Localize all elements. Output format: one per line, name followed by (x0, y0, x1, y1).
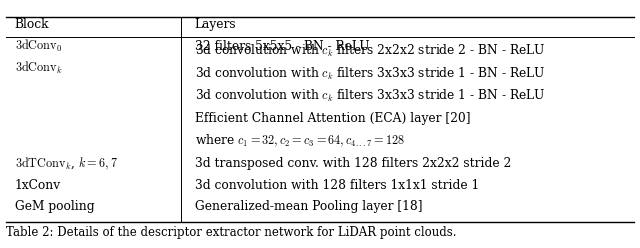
Text: 3d convolution with $c_{k}$ filters 3x3x3 stride 1 - BN - ReLU: 3d convolution with $c_{k}$ filters 3x3x… (195, 88, 545, 104)
Text: $\mathrm{3dTConv}_{k}$, $k = 6, 7$: $\mathrm{3dTConv}_{k}$, $k = 6, 7$ (15, 155, 118, 172)
Text: $\mathrm{3dConv}_{k}$: $\mathrm{3dConv}_{k}$ (15, 60, 63, 76)
Text: Block: Block (15, 18, 49, 31)
Text: 3d convolution with $c_{k}$ filters 2x2x2 stride 2 - BN - ReLU: 3d convolution with $c_{k}$ filters 2x2x… (195, 43, 545, 59)
Text: 3d convolution with $c_{k}$ filters 3x3x3 stride 1 - BN - ReLU: 3d convolution with $c_{k}$ filters 3x3x… (195, 66, 545, 82)
Text: 3d transposed conv. with 128 filters 2x2x2 stride 2: 3d transposed conv. with 128 filters 2x2… (195, 157, 511, 170)
Text: Generalized-mean Pooling layer [18]: Generalized-mean Pooling layer [18] (195, 200, 422, 213)
Text: Table 2: Details of the descriptor extractor network for LiDAR point clouds.: Table 2: Details of the descriptor extra… (6, 226, 457, 239)
Text: $\mathrm{3dConv}_{0}$: $\mathrm{3dConv}_{0}$ (15, 38, 62, 54)
Text: 1xConv: 1xConv (15, 179, 61, 192)
Text: where $c_{1} = 32, c_{2} = c_{3} = 64, c_{4...7} = 128$: where $c_{1} = 32, c_{2} = c_{3} = 64, c… (195, 133, 404, 149)
Text: Layers: Layers (195, 18, 236, 31)
Text: Efficient Channel Attention (ECA) layer [20]: Efficient Channel Attention (ECA) layer … (195, 112, 470, 125)
Text: 3d convolution with 128 filters 1x1x1 stride 1: 3d convolution with 128 filters 1x1x1 st… (195, 179, 479, 192)
Text: 32 filters 5x5x5 - BN - ReLU: 32 filters 5x5x5 - BN - ReLU (195, 40, 369, 53)
Text: GeM pooling: GeM pooling (15, 200, 94, 213)
